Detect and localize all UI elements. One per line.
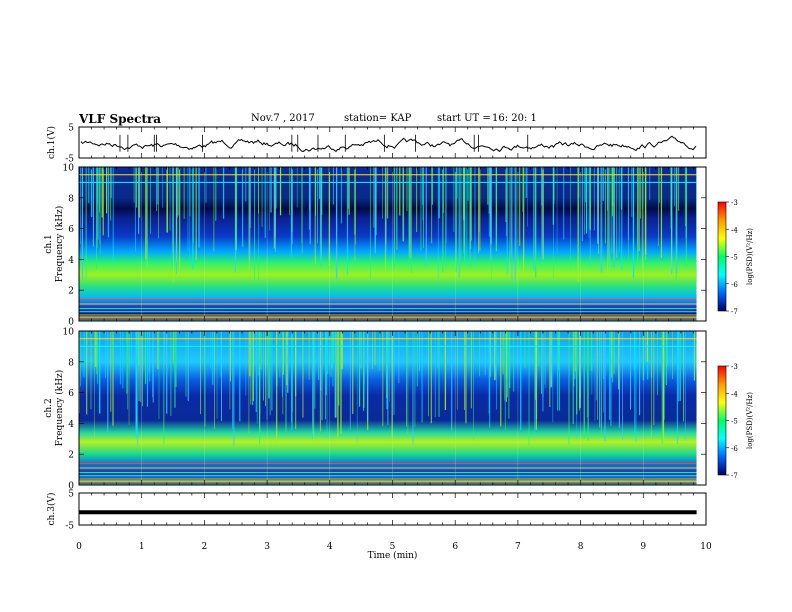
colorbar-label: log(PSD)(V²/Hz) bbox=[746, 392, 754, 449]
x-axis-label: Time (min) bbox=[368, 550, 418, 561]
y-tick-label: 2 bbox=[68, 287, 74, 297]
y-tick-label: 0 bbox=[68, 318, 74, 328]
y-axis-label-ch3v: ch.3(V) bbox=[46, 493, 57, 526]
y-axis-label-ch2: ch.2 bbox=[44, 398, 54, 417]
start-time-label: 16: 20: 1 bbox=[492, 113, 537, 124]
y-axis-label-ch1v: ch.1(V) bbox=[46, 126, 57, 159]
y-axis-label-ch1: Frequency (kHz) bbox=[54, 206, 65, 283]
y-tick-label: 4 bbox=[68, 256, 74, 266]
ch1-voltage-trace bbox=[80, 135, 697, 153]
colorbar-tick-label: -5 bbox=[731, 418, 738, 426]
colorbar bbox=[717, 365, 727, 476]
y-tick-label: 8 bbox=[68, 358, 74, 368]
x-tick-label: 10 bbox=[700, 542, 712, 552]
colorbar-tick-label: -5 bbox=[731, 254, 738, 262]
x-tick-label: 9 bbox=[640, 542, 646, 552]
colorbar-tick-label: -3 bbox=[731, 199, 738, 207]
y-tick-label: 5 bbox=[68, 124, 74, 134]
y-tick-label: 6 bbox=[68, 225, 74, 235]
colorbar-label: log(PSD)(V²/Hz) bbox=[746, 228, 754, 285]
y-axis-label-ch1: ch.1 bbox=[44, 234, 54, 253]
y-tick-label: 4 bbox=[68, 420, 74, 430]
colorbar-tick-label: -7 bbox=[731, 472, 738, 480]
x-tick-label: 7 bbox=[515, 542, 521, 552]
colorbar-tick-label: -6 bbox=[731, 445, 738, 453]
station-label: station= KAP bbox=[344, 113, 412, 124]
colorbar bbox=[717, 201, 727, 312]
colorbar-tick-label: -3 bbox=[731, 363, 738, 371]
blank-area bbox=[696, 167, 706, 321]
x-tick-label: 6 bbox=[452, 542, 458, 552]
y-tick-label: 10 bbox=[63, 328, 75, 338]
x-tick-label: 4 bbox=[327, 542, 333, 552]
x-tick-label: 8 bbox=[578, 542, 584, 552]
x-tick-label: 0 bbox=[76, 542, 82, 552]
colorbar-tick-label: -7 bbox=[731, 308, 738, 316]
x-tick-label: 5 bbox=[390, 542, 396, 552]
y-tick-label: 10 bbox=[63, 164, 75, 174]
colorbar-tick-label: -6 bbox=[731, 281, 738, 289]
date-label: Nov.7 , 2017 bbox=[251, 113, 315, 124]
x-tick-label: 3 bbox=[264, 542, 270, 552]
y-tick-label: -5 bbox=[65, 522, 74, 532]
start-label: start UT = bbox=[437, 113, 491, 124]
x-tick-label: 1 bbox=[139, 542, 145, 552]
colorbar-tick-label: -4 bbox=[731, 390, 738, 398]
y-tick-label: 5 bbox=[68, 490, 74, 500]
y-tick-label: 0 bbox=[68, 482, 74, 492]
figure-title: VLF Spectra bbox=[79, 112, 162, 126]
y-tick-label: -5 bbox=[65, 155, 74, 165]
y-tick-label: 8 bbox=[68, 194, 74, 204]
y-tick-label: 6 bbox=[68, 389, 74, 399]
y-tick-label: 2 bbox=[68, 451, 74, 461]
colorbar-tick-label: -4 bbox=[731, 226, 738, 234]
blank-area bbox=[696, 331, 706, 485]
x-tick-label: 2 bbox=[202, 542, 208, 552]
y-axis-label-ch2: Frequency (kHz) bbox=[54, 370, 65, 447]
